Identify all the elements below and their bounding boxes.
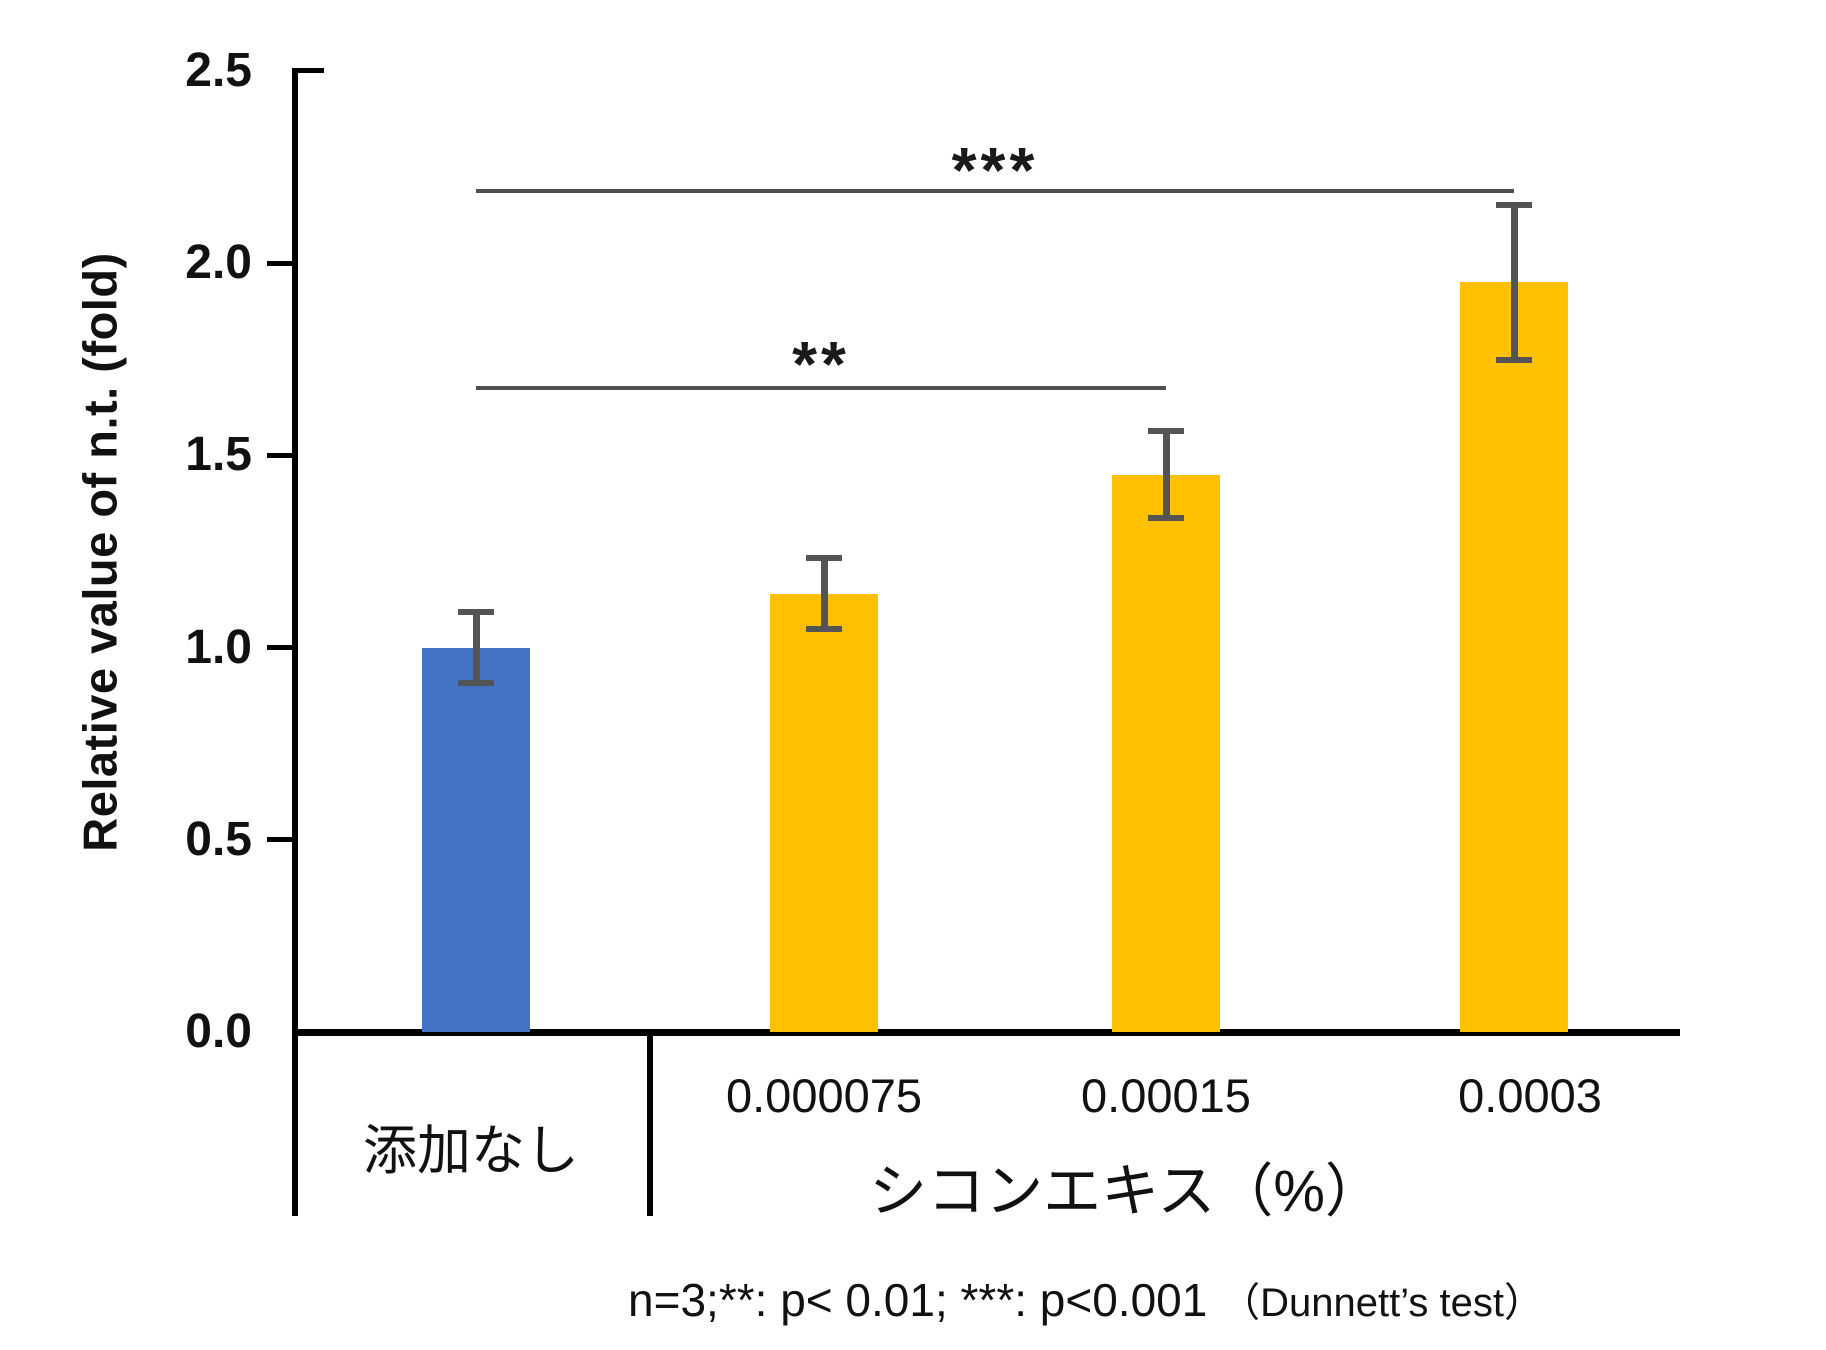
- y-tick-label: 1.0: [185, 620, 252, 674]
- group-axis-label: シコンエキス（%）: [869, 1159, 1383, 1224]
- error-bar: [472, 613, 480, 683]
- significance-label: ***: [951, 134, 1039, 206]
- significance-label: **: [792, 328, 850, 400]
- error-bar-bottom-cap: [806, 626, 842, 633]
- error-bar-top-cap: [806, 555, 842, 562]
- error-bar-top-cap: [458, 609, 494, 615]
- chart-bar: [422, 647, 530, 1032]
- y-tick-label: 2.5: [185, 44, 252, 97]
- x-tick-label: 0.0003: [1458, 1069, 1602, 1122]
- error-bar-bottom-cap: [1148, 514, 1184, 521]
- error-bar-top-cap: [1148, 428, 1184, 435]
- significance-bracket-line: [476, 386, 1166, 390]
- significance-bracket-line: [476, 189, 1514, 193]
- y-tick-label: 1.5: [185, 428, 252, 482]
- x-axis-line: [292, 1029, 1680, 1036]
- stats-caption-note: （Dunnett’s test）: [1220, 1281, 1544, 1325]
- error-bar: [1510, 205, 1518, 360]
- stats-caption: n=3;**: p< 0.01; ***: p<0.001 （Dunnett’s…: [628, 1270, 1544, 1330]
- error-bar-bottom-cap: [458, 680, 494, 687]
- x-tick-label: 0.00015: [1081, 1069, 1251, 1122]
- chart-bar: [1460, 282, 1568, 1032]
- y-tick-mark: [267, 452, 295, 458]
- category-divider-line: [647, 1032, 653, 1216]
- error-bar-top-cap: [1496, 201, 1532, 208]
- y-axis-top-cap: [292, 68, 324, 73]
- y-tick-label: 0.0: [185, 1005, 252, 1058]
- control-category-label: 添加なし: [363, 1121, 579, 1181]
- error-bar: [820, 559, 828, 629]
- y-tick-label: 0.5: [185, 812, 252, 866]
- x-tick-label: 0.000075: [725, 1069, 923, 1122]
- error-bar-bottom-cap: [1496, 357, 1532, 364]
- chart-bar: [1112, 474, 1220, 1032]
- y-tick-mark: [267, 837, 295, 843]
- y-tick-mark: [267, 645, 295, 651]
- chart-bar: [770, 593, 878, 1032]
- y-tick-mark: [267, 260, 295, 266]
- error-bar: [1162, 432, 1170, 517]
- stats-caption-main: n=3;**: p< 0.01; ***: p<0.001: [628, 1274, 1208, 1326]
- y-tick-label: 2.0: [185, 236, 252, 290]
- y-axis-line: [292, 68, 298, 1216]
